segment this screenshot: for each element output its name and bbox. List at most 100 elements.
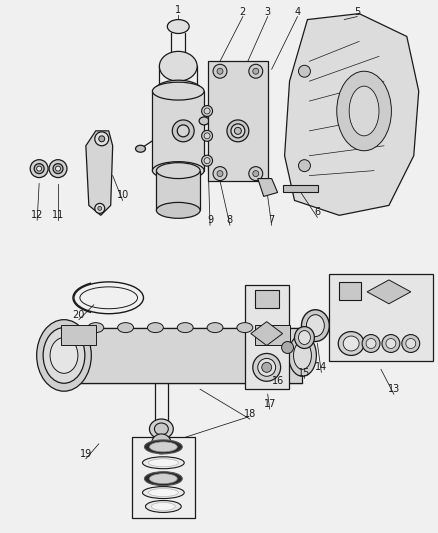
Ellipse shape [145, 500, 181, 512]
Ellipse shape [144, 472, 182, 486]
Circle shape [252, 68, 258, 74]
Circle shape [151, 434, 171, 454]
Text: 10: 10 [116, 190, 128, 200]
Ellipse shape [144, 440, 182, 454]
Ellipse shape [177, 322, 193, 333]
Ellipse shape [152, 82, 204, 100]
Ellipse shape [149, 419, 173, 439]
Circle shape [216, 171, 223, 176]
Circle shape [212, 167, 226, 181]
Text: 9: 9 [207, 215, 212, 225]
Circle shape [248, 64, 262, 78]
Ellipse shape [207, 322, 223, 333]
Circle shape [99, 136, 105, 142]
Text: 5: 5 [353, 6, 360, 17]
Ellipse shape [261, 362, 271, 373]
Ellipse shape [237, 322, 252, 333]
Bar [328, 274, 432, 361]
Ellipse shape [226, 120, 248, 142]
Polygon shape [257, 179, 277, 197]
Ellipse shape [156, 203, 200, 219]
Ellipse shape [50, 337, 78, 373]
Ellipse shape [135, 146, 145, 152]
Polygon shape [284, 14, 418, 215]
Ellipse shape [294, 327, 314, 349]
Ellipse shape [348, 86, 378, 136]
Ellipse shape [154, 80, 201, 102]
Circle shape [95, 204, 105, 213]
Ellipse shape [230, 124, 244, 138]
Ellipse shape [401, 335, 419, 352]
Text: 18: 18 [243, 409, 255, 419]
Ellipse shape [204, 158, 209, 164]
Ellipse shape [142, 487, 184, 498]
Text: 12: 12 [31, 211, 43, 220]
Ellipse shape [365, 338, 375, 349]
Ellipse shape [149, 442, 177, 452]
Bar [208, 61, 267, 181]
Ellipse shape [147, 322, 163, 333]
Circle shape [95, 132, 109, 146]
Ellipse shape [252, 353, 280, 381]
Ellipse shape [49, 160, 67, 177]
Ellipse shape [257, 358, 275, 376]
Bar [339, 282, 360, 300]
Ellipse shape [43, 328, 85, 383]
Ellipse shape [148, 459, 178, 467]
Ellipse shape [385, 338, 395, 349]
Text: 7: 7 [268, 215, 274, 225]
Ellipse shape [298, 330, 310, 344]
Text: 3: 3 [264, 6, 270, 17]
Ellipse shape [201, 155, 212, 166]
Bar [61, 325, 95, 344]
Ellipse shape [201, 106, 212, 116]
Ellipse shape [204, 133, 209, 139]
Ellipse shape [142, 457, 184, 469]
Ellipse shape [201, 131, 212, 141]
Text: 11: 11 [52, 211, 64, 220]
Ellipse shape [405, 338, 415, 349]
Ellipse shape [37, 320, 91, 391]
Ellipse shape [234, 127, 241, 134]
Ellipse shape [199, 117, 208, 125]
Text: 13: 13 [387, 384, 399, 394]
Bar [156, 171, 200, 211]
Bar [254, 325, 289, 344]
Ellipse shape [343, 336, 358, 351]
Text: 2: 2 [239, 6, 245, 17]
Bar [131, 437, 195, 519]
Ellipse shape [177, 125, 189, 137]
Text: 1: 1 [175, 5, 181, 14]
Ellipse shape [34, 164, 44, 174]
Circle shape [252, 171, 258, 176]
Circle shape [248, 167, 262, 181]
Text: 20: 20 [73, 310, 85, 320]
Circle shape [216, 68, 223, 74]
Text: 17: 17 [263, 399, 275, 409]
Circle shape [298, 65, 310, 77]
Polygon shape [86, 131, 113, 215]
Bar [244, 285, 288, 389]
Bar [254, 290, 278, 308]
Text: 14: 14 [314, 362, 327, 373]
Ellipse shape [88, 322, 103, 333]
Text: 15: 15 [297, 368, 310, 378]
Ellipse shape [154, 423, 168, 435]
Text: 16: 16 [271, 376, 283, 386]
Ellipse shape [172, 120, 194, 142]
Ellipse shape [336, 71, 391, 151]
Ellipse shape [288, 335, 316, 376]
Polygon shape [366, 280, 410, 304]
Circle shape [212, 64, 226, 78]
Ellipse shape [337, 332, 363, 356]
Ellipse shape [56, 166, 60, 171]
Ellipse shape [301, 310, 328, 342]
Bar [64, 328, 302, 383]
Ellipse shape [149, 474, 177, 483]
Ellipse shape [152, 161, 204, 180]
Ellipse shape [53, 164, 63, 174]
Ellipse shape [148, 489, 178, 497]
Ellipse shape [381, 335, 399, 352]
Ellipse shape [151, 503, 175, 511]
Circle shape [298, 160, 310, 172]
